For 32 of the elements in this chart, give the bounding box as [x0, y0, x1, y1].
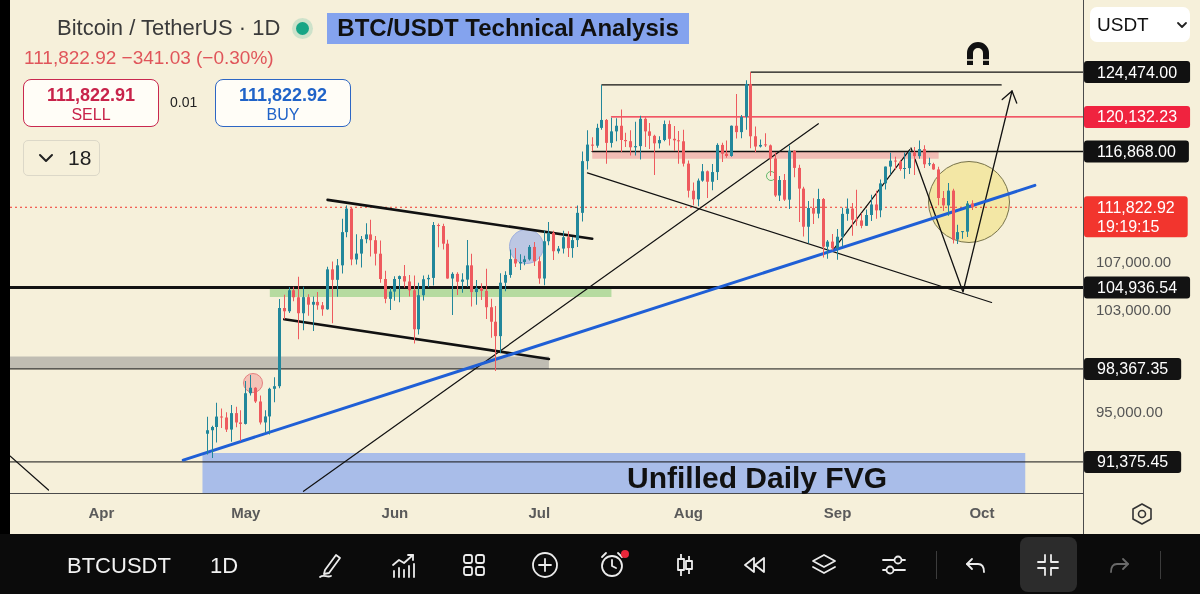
x-tick-label: Jul [528, 504, 551, 522]
ref-line-label: 91,375.45 [1097, 453, 1169, 471]
x-tick-label: Jun [381, 504, 409, 522]
data-label: 116,868.00 [1097, 143, 1176, 161]
annotation: BUY [266, 106, 300, 124]
data-label: 124,474.00 [1097, 63, 1178, 81]
annotation: SELL [71, 106, 111, 124]
sell-button: 111,822.91 SELL [23, 79, 159, 127]
ref-line-label: 104,936.54 [1097, 278, 1178, 296]
x-tick-label: Sep [823, 504, 852, 522]
data-label: 120,132.23 [1097, 108, 1178, 126]
x-tick-label: Oct [969, 504, 995, 522]
text: BTC/USDT Technical Analysis [327, 12, 689, 44]
x-tick-label: May [231, 504, 262, 522]
annotation: Unfilled Daily FVG [627, 461, 888, 495]
y-tick-label: 95,000.00 [1096, 403, 1163, 420]
annotation: 111,822.92 [238, 85, 328, 105]
ref-line-label: 111,822.92 19:19:15 [1097, 198, 1175, 235]
annotation: 111,822.92 −341.03 (−0.30%) [24, 47, 274, 69]
annotation: 18 [68, 146, 92, 170]
x-tick-label: Aug [673, 504, 704, 522]
text: 1D [210, 553, 239, 579]
text: Bitcoin / TetherUS · 1D [57, 15, 281, 41]
y-tick-label: 103,000.00 [1096, 301, 1172, 319]
text: BTCUSDT [67, 553, 171, 579]
ref-line-label: 98,367.35 [1097, 360, 1169, 378]
y-tick-label: 107,000.00 [1096, 253, 1172, 270]
x-tick-label: Apr [88, 504, 115, 522]
annotation: 0.01 [170, 94, 198, 110]
annotation: 111,822.91 [46, 85, 136, 105]
buy-button: 111,822.92 BUY [215, 79, 351, 127]
text: USDT [1097, 14, 1149, 36]
